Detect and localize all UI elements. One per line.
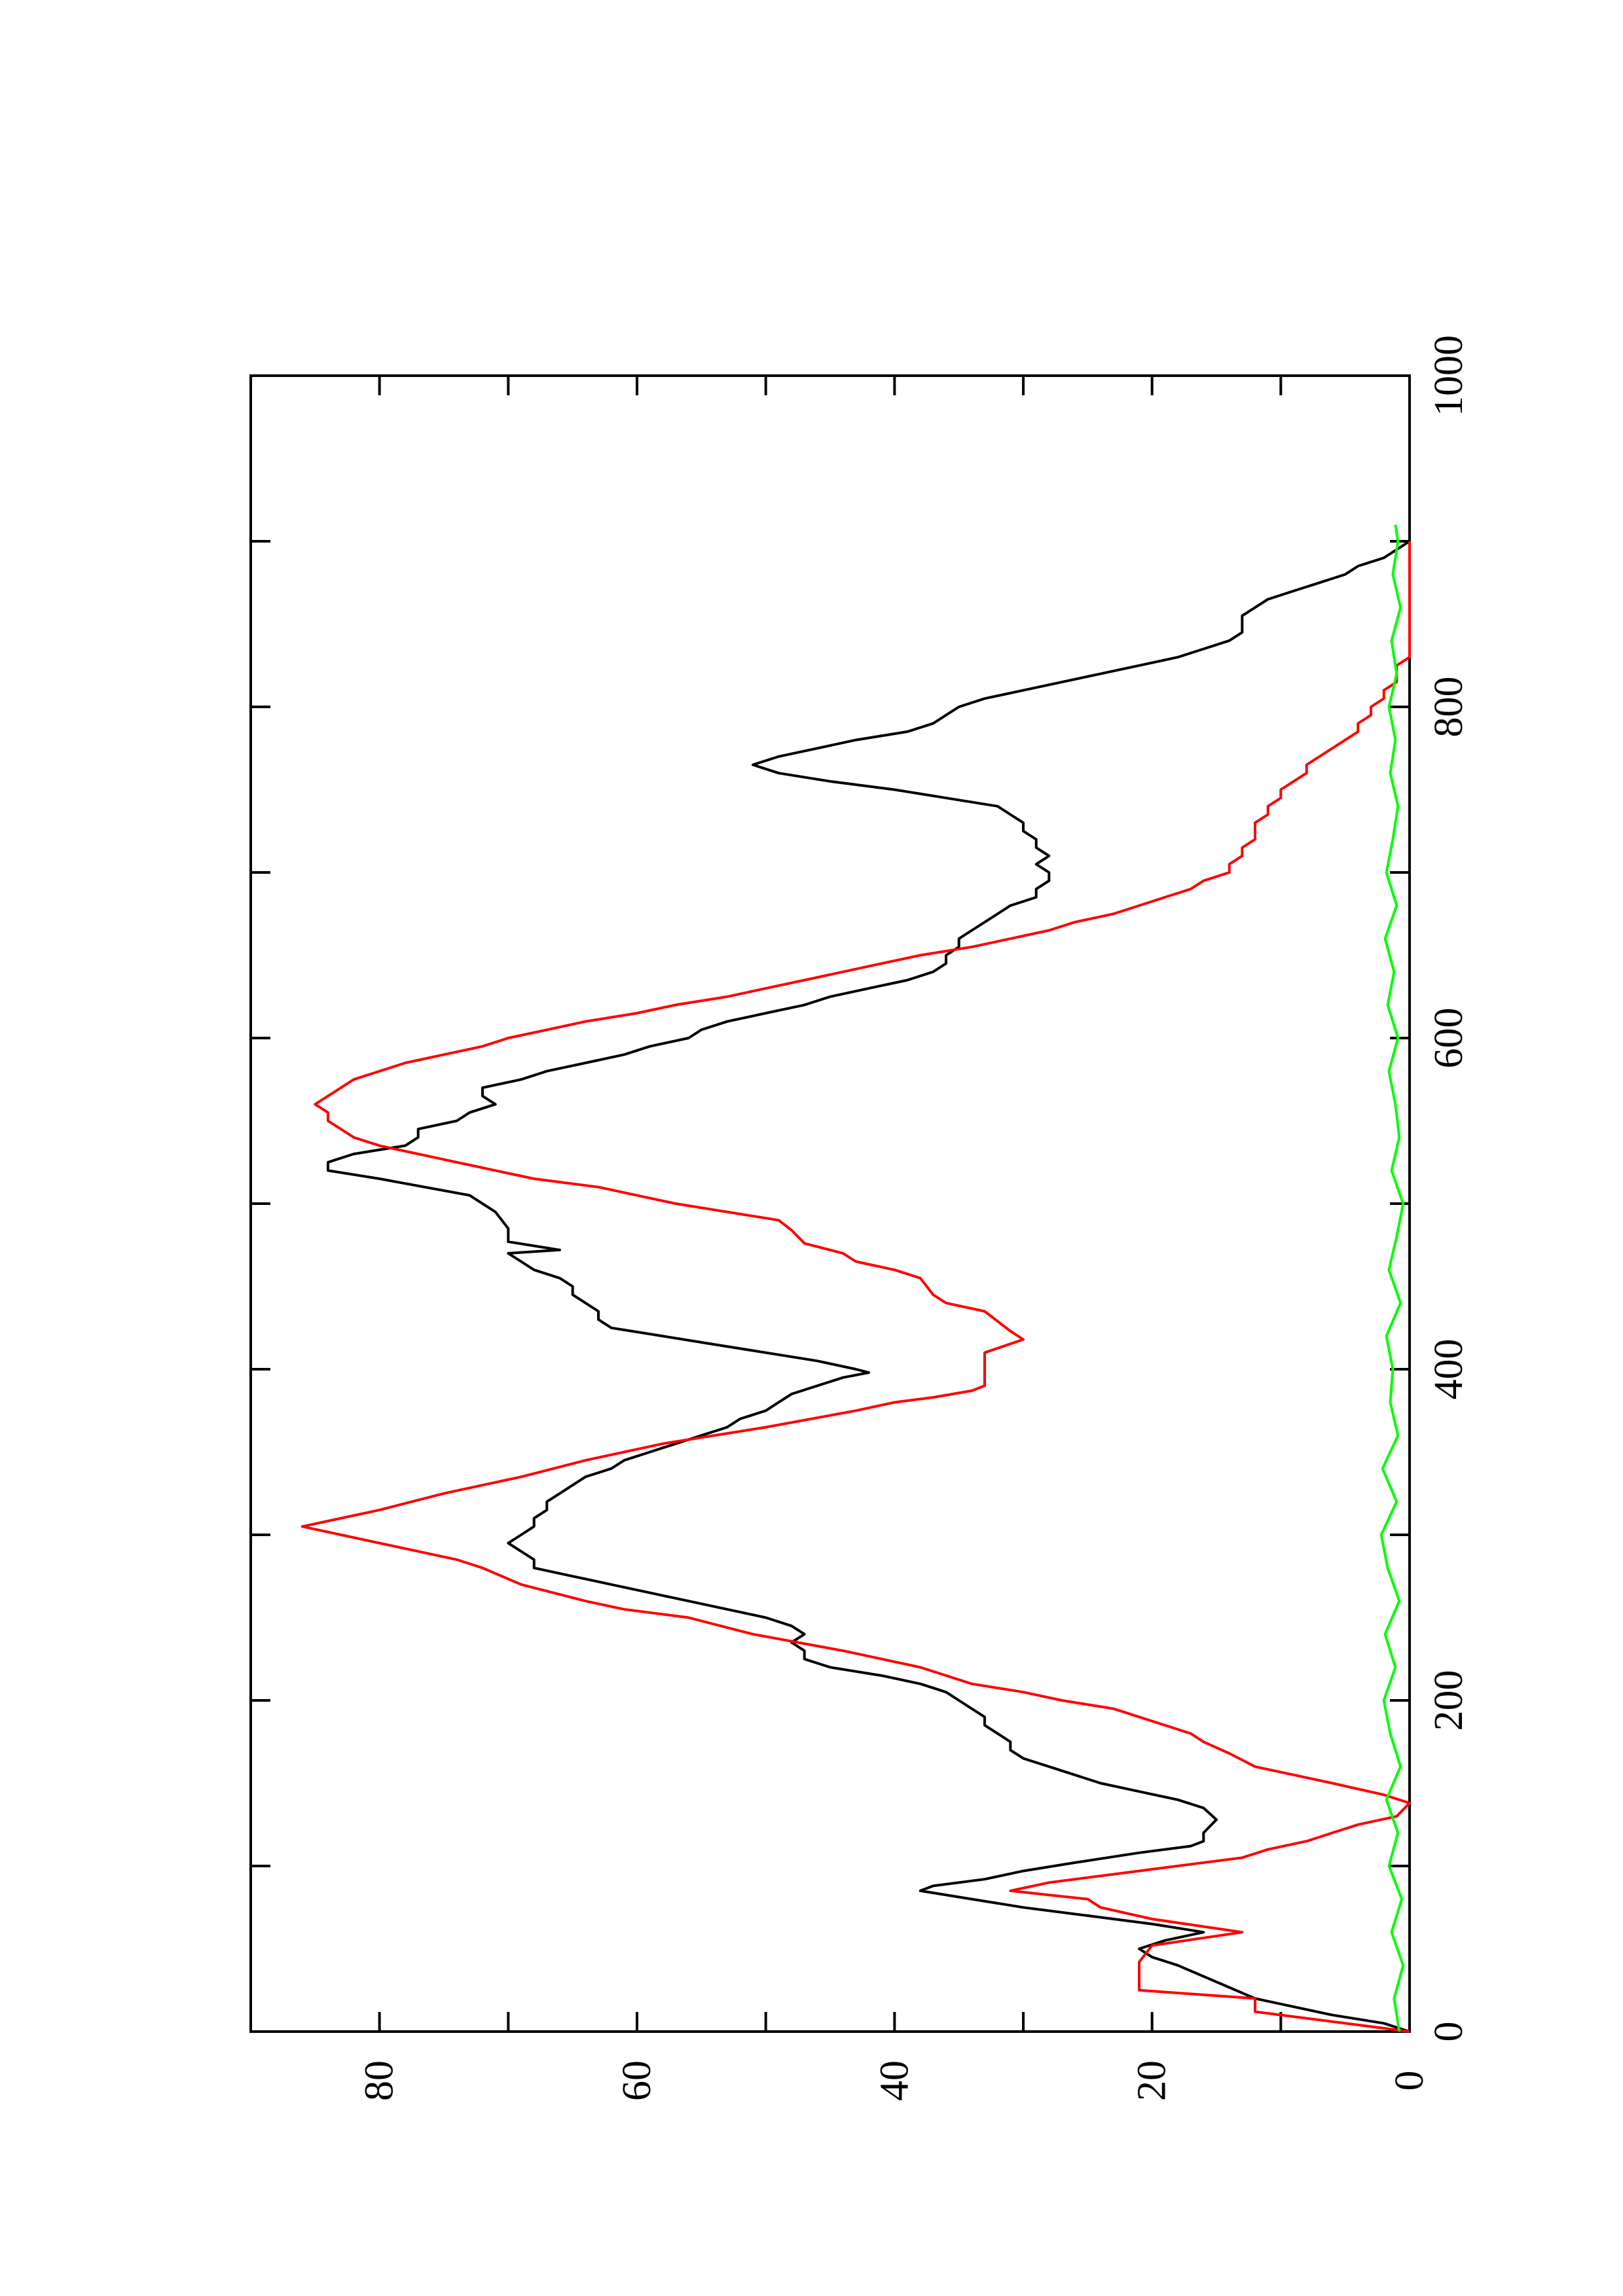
x-tick-label: 600: [1427, 1008, 1471, 1069]
series-layer: [301, 524, 1411, 2033]
plot-frame: [249, 374, 1411, 2033]
x-tick-label: 1000: [1427, 335, 1471, 416]
plot-area: [249, 374, 1411, 2033]
y-tick-label: 80: [357, 2060, 402, 2101]
series-line-1: [327, 540, 1411, 2033]
y-tick-label: 60: [615, 2060, 659, 2101]
y-tick-label: 0: [1387, 2071, 1432, 2091]
x-tick-label: 800: [1427, 677, 1471, 738]
y-tick-label: 20: [1130, 2060, 1175, 2101]
axis-ticks: [249, 374, 1411, 2033]
series-line-2: [301, 541, 1411, 2033]
x-tick-label: 400: [1427, 1339, 1471, 1400]
series-line-3: [1379, 524, 1405, 2032]
x-tick-label: 0: [1427, 2022, 1471, 2042]
x-tick-label: 200: [1427, 1670, 1471, 1731]
tick-labels: 0 200 400 600 800 1000 0 20 40 60 80: [357, 335, 1471, 2101]
y-tick-label: 40: [872, 2060, 917, 2101]
